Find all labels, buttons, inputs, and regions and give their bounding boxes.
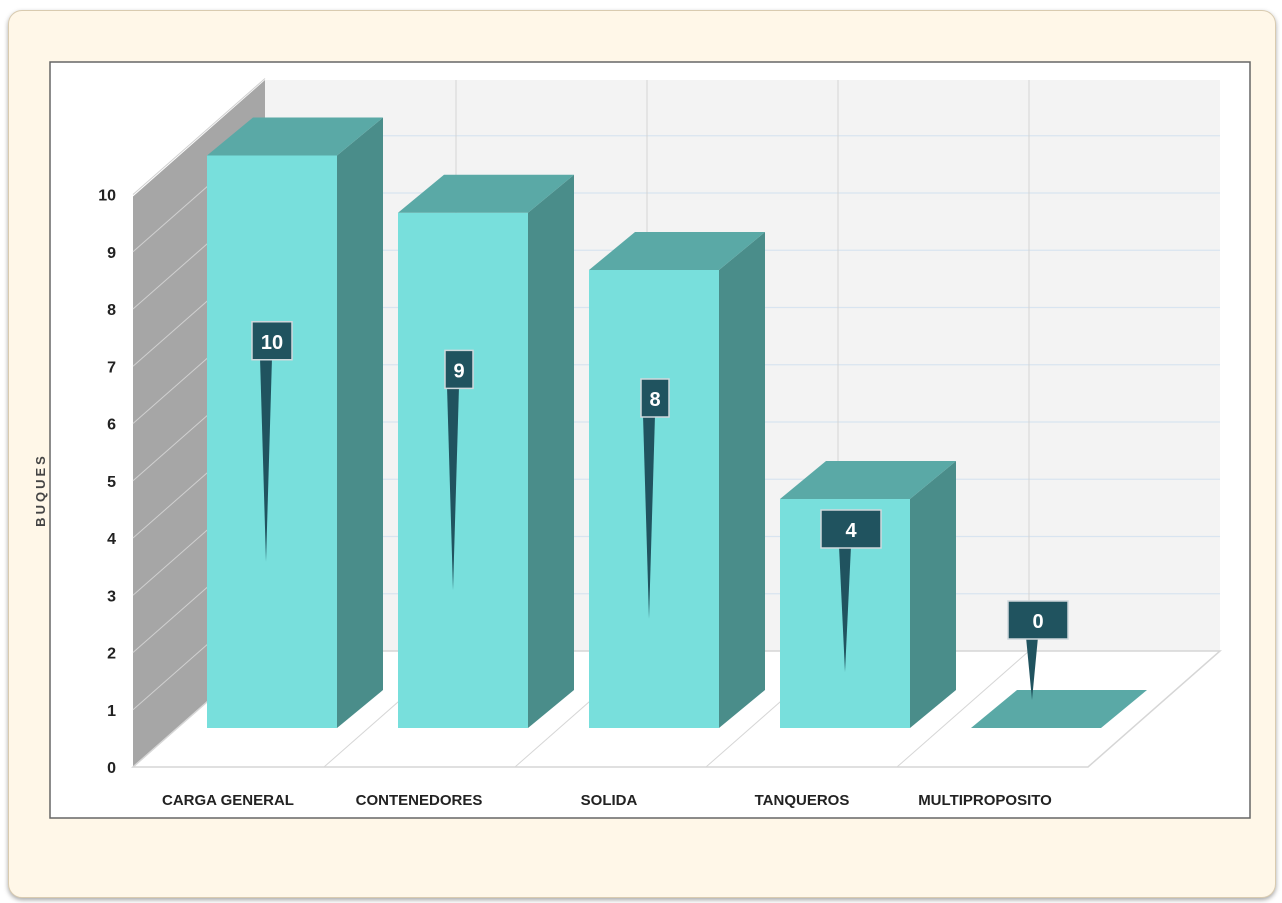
x-category-label: SOLIDA	[581, 792, 638, 809]
bar-front	[398, 212, 528, 728]
bar-side	[719, 232, 765, 728]
bar	[207, 117, 383, 728]
bar	[780, 461, 956, 728]
y-axis-label: BUQUES	[33, 453, 48, 527]
y-tick-label: 7	[107, 359, 116, 376]
x-category-label: MULTIPROPOSITO	[918, 792, 1052, 809]
x-category-label: TANQUEROS	[755, 792, 850, 809]
bar	[971, 690, 1147, 728]
y-tick-label: 1	[107, 703, 116, 720]
x-category-label: CONTENEDORES	[356, 792, 483, 809]
bar-side	[337, 117, 383, 728]
callout-pointer	[839, 546, 851, 672]
bar-side	[528, 174, 574, 728]
y-tick-label: 3	[107, 588, 116, 605]
floor-grid-line	[896, 650, 1030, 768]
bar-top	[780, 461, 956, 499]
bar	[398, 174, 574, 728]
callout-pointer	[643, 415, 655, 619]
bar	[589, 232, 765, 728]
data-label: 9	[453, 360, 464, 382]
y-tick-label: 10	[98, 188, 116, 205]
callout-box	[640, 378, 670, 418]
callout-pointer	[447, 386, 459, 591]
callout-box	[1007, 600, 1069, 640]
bar-top	[589, 232, 765, 270]
data-label-callout: 8	[640, 378, 670, 619]
data-label-callout: 9	[444, 349, 474, 591]
bar-top	[971, 690, 1147, 728]
y-tick-label: 9	[107, 245, 116, 262]
data-label-callout: 4	[820, 509, 882, 672]
data-label-callout: 10	[251, 321, 293, 562]
bar-front	[589, 270, 719, 728]
data-label: 4	[845, 520, 857, 542]
data-labels: 10 9 8 4 0	[251, 321, 1069, 700]
y-tick-label: 8	[107, 302, 116, 319]
y-axis-ticks: 0 1 2 3 4 5 6 7 8 9 10	[98, 188, 116, 778]
y-tick-label: 4	[107, 531, 116, 548]
data-label: 10	[261, 332, 283, 354]
bar-side	[910, 461, 956, 728]
x-axis-categories: CARGA GENERAL CONTENEDORES SOLIDA TANQUEROS…	[162, 792, 1052, 809]
callout-box	[820, 509, 882, 549]
bar-top	[398, 174, 574, 213]
callout-box	[444, 349, 474, 390]
y-tick-label: 5	[107, 474, 116, 491]
callout-pointer	[1026, 637, 1038, 700]
bar-top	[207, 117, 383, 156]
callout-box	[251, 321, 293, 361]
y-tick-label: 6	[107, 417, 116, 434]
data-label: 0	[1032, 611, 1043, 633]
bar-front	[207, 155, 337, 728]
callout-pointer	[260, 357, 272, 562]
y-tick-label: 0	[107, 760, 116, 777]
data-label-callout: 0	[1007, 600, 1069, 700]
data-label: 8	[649, 389, 660, 411]
side-grid-line	[132, 78, 266, 195]
x-category-label: CARGA GENERAL	[162, 792, 294, 809]
y-tick-label: 2	[107, 646, 116, 663]
